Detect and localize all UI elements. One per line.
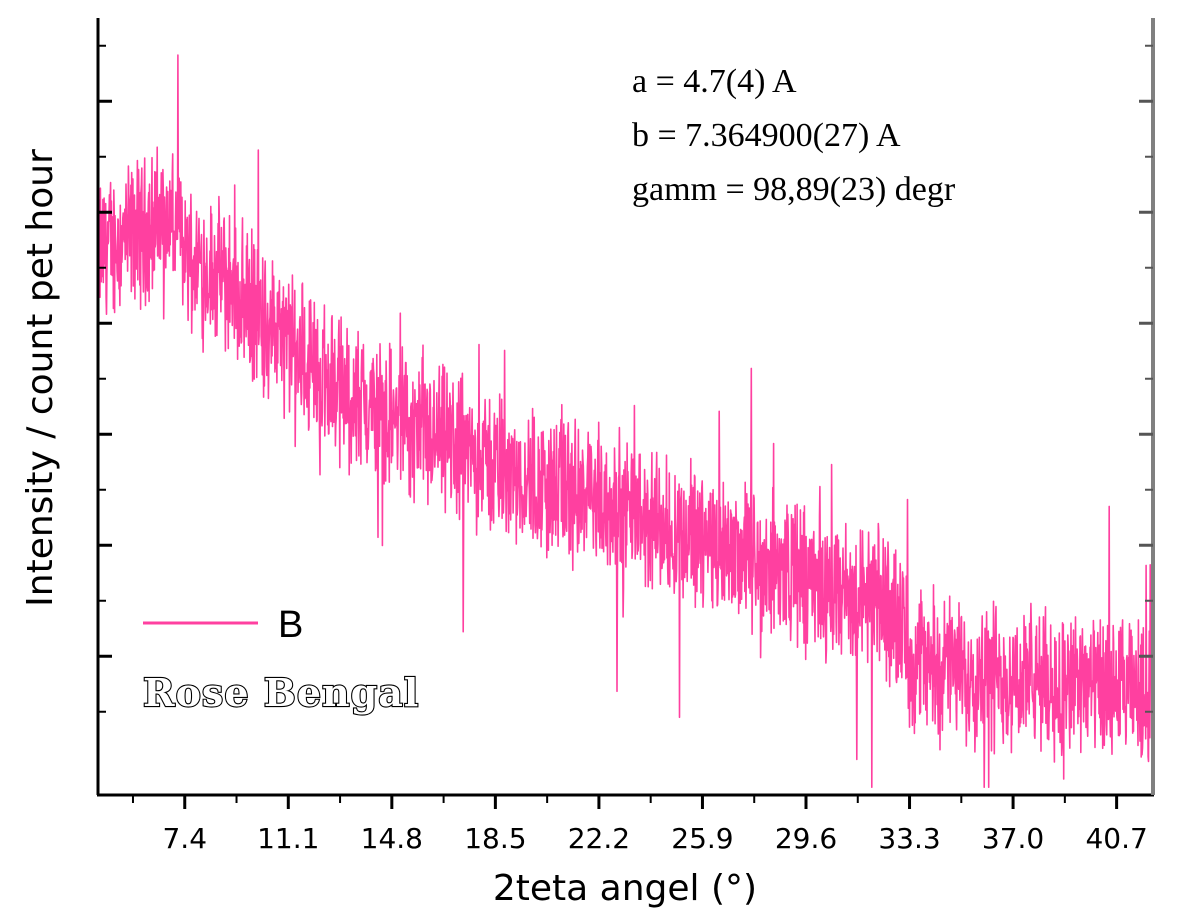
y-ticks-left xyxy=(98,44,112,713)
plot-area xyxy=(97,54,1154,788)
x-tick-label: 40.7 xyxy=(1085,822,1147,855)
x-tick-label: 37.0 xyxy=(982,822,1044,855)
x-tick-label: 25.9 xyxy=(671,822,733,855)
y-axis-title: Intensity / count pet hour xyxy=(20,149,61,607)
legend-label: B xyxy=(278,604,303,646)
param-b: b = 7.364900(27) A xyxy=(632,117,901,154)
x-tick-label: 29.6 xyxy=(775,822,837,855)
x-tick-label: 33.3 xyxy=(878,822,940,855)
x-ticks: 7.4 11.1 14.8 18.5 22.2 25.9 29.6 33.3 37.0 40.7 xyxy=(131,795,1148,855)
x-tick-label: 22.2 xyxy=(568,822,630,855)
series-b-line xyxy=(97,54,1154,788)
x-tick-label: 11.1 xyxy=(257,822,319,855)
param-gamma: gamm = 98,89(23) degr xyxy=(632,171,956,208)
x-tick-label: 7.4 xyxy=(162,822,207,855)
x-axis-title: 2teta angel (°) xyxy=(493,868,757,909)
x-tick-label: 18.5 xyxy=(464,822,526,855)
param-a: a = 4.7(4) A xyxy=(632,63,797,100)
x-tick-label: 14.8 xyxy=(361,822,423,855)
sample-label: Rose Bengal xyxy=(143,670,419,715)
y-ticks-right xyxy=(1139,44,1153,713)
